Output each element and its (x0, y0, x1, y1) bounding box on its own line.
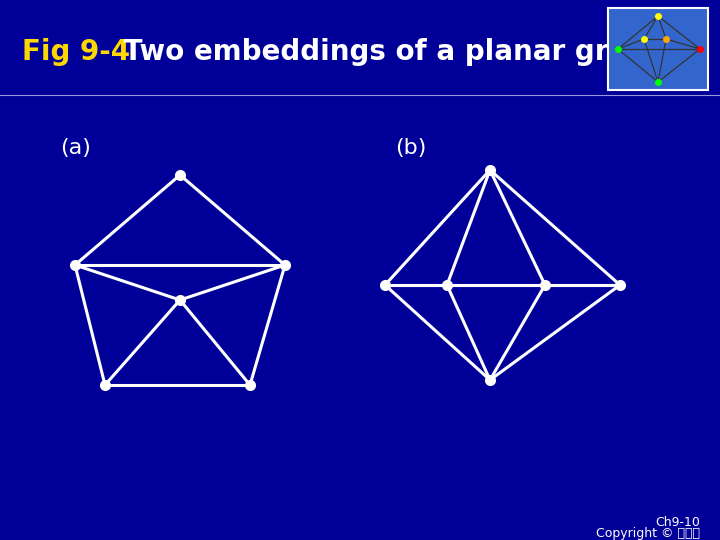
Text: (a): (a) (60, 138, 91, 158)
FancyBboxPatch shape (608, 8, 708, 90)
Text: Two embeddings of a planar graph: Two embeddings of a planar graph (114, 38, 667, 66)
Text: Ch9-10: Ch9-10 (655, 516, 700, 529)
Text: Copyright © 黃鴻玲: Copyright © 黃鴻玲 (596, 527, 700, 540)
Text: Fig 9-4: Fig 9-4 (22, 38, 130, 66)
Text: (b): (b) (395, 138, 426, 158)
